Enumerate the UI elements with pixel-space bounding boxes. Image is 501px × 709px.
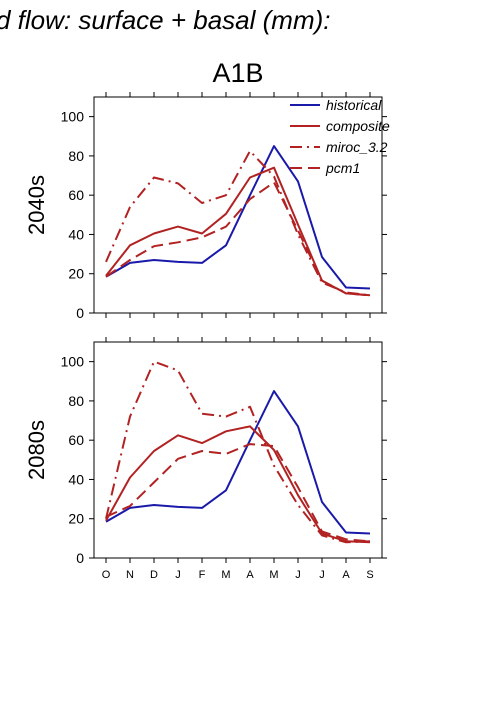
series-line-composite xyxy=(105,166,371,297)
y-tick-label: 60 xyxy=(68,432,84,448)
series-line-miroc_3.2 xyxy=(105,150,371,297)
x-tick-label: N xyxy=(126,569,134,581)
x-tick-label: M xyxy=(221,569,230,581)
plot-frame xyxy=(93,96,383,314)
y-tick-label: 40 xyxy=(68,471,84,487)
x-tick-label: J xyxy=(319,569,325,581)
chart-panel-2040s: 0 20 40 60 80 100 2040s historical composite miro… xyxy=(24,92,390,321)
figure-title: d flow: surface + basal (mm): xyxy=(0,5,331,35)
x-tick-label: A xyxy=(246,569,254,581)
scenario-title: A1B xyxy=(212,58,263,88)
y-tick-label: 80 xyxy=(68,148,84,164)
x-tick-label: J xyxy=(295,569,301,581)
y-tick-label: 80 xyxy=(68,393,84,409)
panel-label: 2080s xyxy=(24,420,49,480)
y-tick-label: 20 xyxy=(68,266,84,282)
x-tick-label: O xyxy=(102,569,111,581)
y-tick-label: 0 xyxy=(76,305,84,321)
legend-label-pcm1: pcm1 xyxy=(325,160,360,176)
x-tick-label: D xyxy=(150,569,158,581)
series-line-pcm1 xyxy=(105,443,371,543)
legend-label-historical: historical xyxy=(326,97,382,113)
x-tick-label: J xyxy=(175,569,181,581)
x-tick-label: M xyxy=(269,569,278,581)
series-line-miroc_3.2 xyxy=(105,360,371,544)
plot-frame xyxy=(93,341,383,559)
series-line-composite xyxy=(105,425,371,544)
series-line-historical xyxy=(105,145,371,290)
y-tick-label: 40 xyxy=(68,226,84,242)
y-tick-label: 100 xyxy=(61,109,85,125)
legend-label-composite: composite xyxy=(326,118,390,134)
legend-label-miroc_3.2: miroc_3.2 xyxy=(326,139,388,155)
y-tick-label: 100 xyxy=(61,354,85,370)
chart-panels: 0 20 40 60 80 100 2040s historical composite miro… xyxy=(24,92,390,581)
x-tick-label: A xyxy=(342,569,350,581)
x-tick-label: S xyxy=(366,569,373,581)
panel-label: 2040s xyxy=(24,175,49,235)
legend: historical composite miroc_3.2 pcm1 xyxy=(290,97,390,176)
x-tick-label: F xyxy=(199,569,206,581)
y-tick-label: 60 xyxy=(68,187,84,203)
series-line-historical xyxy=(105,390,371,535)
y-tick-label: 0 xyxy=(76,550,84,566)
chart-panel-2080s: 0 20 40 60 80 100 O N D J F M A M J J A S 2080s xyxy=(24,337,387,581)
series-line-pcm1 xyxy=(105,181,371,297)
y-tick-label: 20 xyxy=(68,511,84,527)
